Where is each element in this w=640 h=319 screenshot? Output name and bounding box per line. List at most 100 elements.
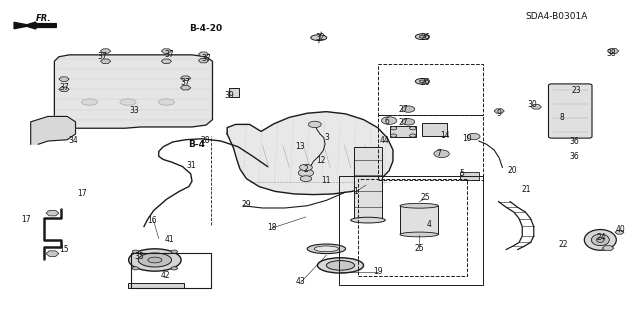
Text: 42: 42 [160,271,170,280]
Ellipse shape [584,230,616,250]
Text: 39: 39 [224,91,234,100]
Text: 26: 26 [420,78,431,87]
Text: 18: 18 [268,223,276,232]
Text: 37: 37 [97,52,108,61]
Ellipse shape [415,34,429,40]
Bar [378,64,483,115]
Circle shape [300,164,312,171]
Text: 41: 41 [164,235,175,244]
Ellipse shape [148,257,162,263]
Ellipse shape [120,99,136,105]
Bar [422,123,447,136]
Text: 13: 13 [294,142,305,151]
Text: 17: 17 [77,189,87,198]
Circle shape [402,106,415,112]
Text: 24: 24 [596,233,607,242]
Bar [229,88,239,97]
Text: 30: 30 [527,100,538,109]
Ellipse shape [82,99,98,105]
Text: 38: 38 [606,49,616,58]
Polygon shape [227,112,393,195]
Text: 16: 16 [147,216,157,225]
Text: 43: 43 [296,277,306,286]
Polygon shape [494,109,504,113]
Text: 28: 28 [200,137,209,145]
Ellipse shape [591,234,609,246]
Text: 20: 20 [507,166,517,175]
Text: 10: 10 [462,134,472,143]
Text: 33: 33 [129,106,140,115]
Text: 25: 25 [414,244,424,253]
Ellipse shape [400,204,438,208]
Ellipse shape [138,253,172,267]
Text: 4: 4 [426,220,431,229]
Text: 37: 37 [164,50,175,59]
Ellipse shape [307,244,346,254]
Bar [460,172,479,180]
Ellipse shape [158,99,174,105]
Polygon shape [180,76,191,80]
Circle shape [300,176,312,182]
Text: 7: 7 [436,149,441,158]
Polygon shape [602,246,614,251]
Text: 21: 21 [522,185,531,194]
Ellipse shape [311,35,327,41]
Ellipse shape [419,35,426,38]
Ellipse shape [419,80,426,83]
Text: 44: 44 [379,137,389,145]
FancyArrow shape [24,22,56,29]
Ellipse shape [326,261,355,270]
Text: 27: 27 [398,118,408,127]
Text: 40: 40 [616,225,626,234]
Text: B-4: B-4 [189,140,205,149]
Polygon shape [54,55,212,128]
Circle shape [434,150,449,158]
Text: 31: 31 [186,161,196,170]
Polygon shape [161,59,172,63]
Text: 5: 5 [460,169,465,178]
Ellipse shape [400,232,438,237]
Ellipse shape [317,258,364,273]
Polygon shape [180,85,191,90]
Circle shape [308,121,321,128]
Text: SDA4-B0301A: SDA4-B0301A [525,12,588,21]
Polygon shape [198,52,209,56]
Circle shape [171,267,177,270]
Text: 15: 15 [59,245,69,254]
Ellipse shape [129,249,181,271]
Polygon shape [46,251,59,256]
Bar [358,179,467,276]
Bar [390,126,416,137]
Text: 36: 36 [570,152,580,161]
Text: 2: 2 [303,165,308,174]
Text: 34: 34 [68,137,79,145]
Bar [128,283,184,288]
Circle shape [171,250,177,253]
Polygon shape [615,230,624,234]
Text: 37: 37 [180,78,191,87]
Polygon shape [31,116,76,144]
Text: 19: 19 [372,267,383,276]
Polygon shape [14,22,31,29]
Circle shape [390,134,397,137]
Text: 35: 35 [134,252,145,261]
Ellipse shape [314,246,339,252]
Text: 36: 36 [570,137,580,146]
FancyBboxPatch shape [548,84,592,138]
Circle shape [467,133,480,140]
Text: 9: 9 [497,109,502,118]
Polygon shape [46,210,59,216]
Text: B-4-20: B-4-20 [189,24,223,33]
Polygon shape [531,105,541,109]
Polygon shape [59,87,69,92]
Ellipse shape [351,217,385,223]
Text: 1: 1 [353,187,358,196]
Text: 17: 17 [20,215,31,224]
Polygon shape [607,48,619,54]
Bar [339,176,483,285]
Circle shape [132,267,139,270]
Text: 8: 8 [559,113,564,122]
Text: 14: 14 [440,131,450,140]
Text: 23: 23 [571,86,581,95]
Text: FR.: FR. [36,14,51,23]
